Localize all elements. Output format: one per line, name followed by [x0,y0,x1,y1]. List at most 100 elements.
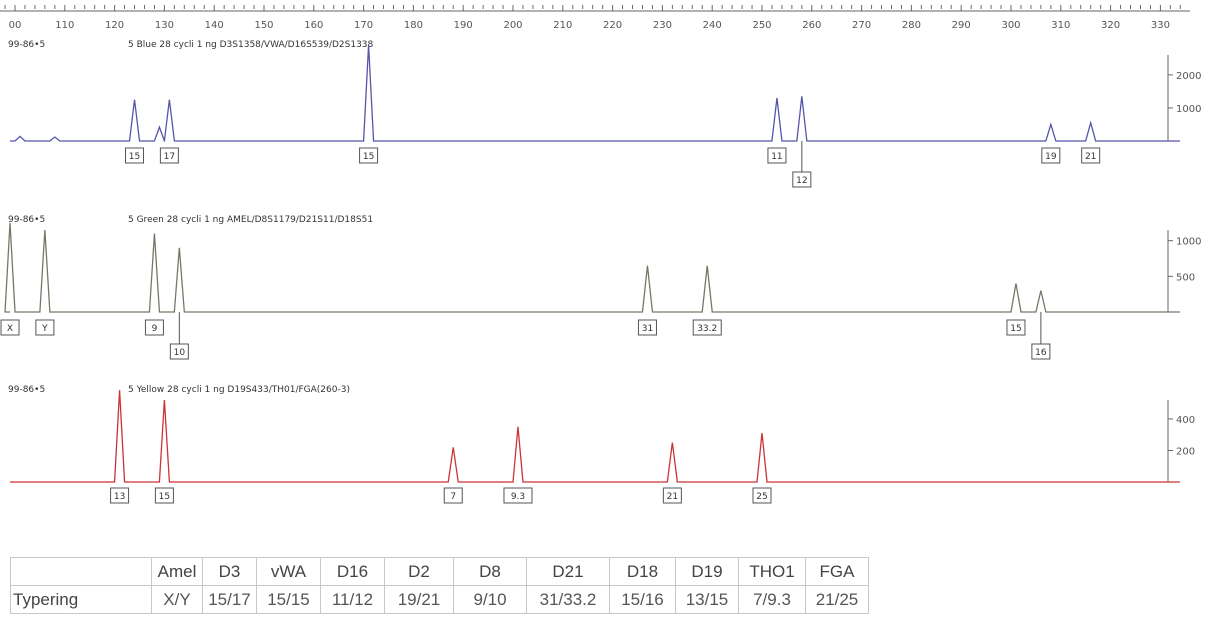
x-tick-label: 240 [703,20,722,31]
table-header-d2: D2 [384,557,454,586]
allele-label: 15 [129,152,140,162]
allele-label: 21 [1085,152,1096,162]
x-tick-label: 140 [205,20,224,31]
cell-fga: 21/25 [805,585,869,614]
allele-box [662,487,682,504]
table-header-vwa: vWA [256,557,321,586]
x-tick-label: 110 [55,20,74,31]
y-tick-label: 500 [1176,272,1195,283]
table-header-blank [10,557,152,586]
x-tick-label: 290 [952,20,971,31]
x-tick-label: 310 [1051,20,1070,31]
x-tick-label: 210 [553,20,572,31]
x-tick-label: 250 [752,20,771,31]
row-label: Typering [10,585,152,614]
allele-label: 10 [174,348,186,358]
panel-title: 5 Yellow 28 cycli 1 ng D19S433/TH01/FGA(… [128,385,350,395]
allele-box [1041,147,1061,164]
panel-sample: 99-86•5 [8,385,45,395]
allele-box [359,147,379,164]
table-header-d21: D21 [526,557,610,586]
y-tick-label: 2000 [1176,71,1201,82]
table-header-d8: D8 [453,557,527,586]
x-tick-label: 00 [9,20,22,31]
y-tick-label: 200 [1176,446,1195,457]
cell-d2: 19/21 [384,585,454,614]
allele-label: 9 [152,324,158,334]
cell-d16: 11/12 [320,585,385,614]
x-tick-label: 120 [105,20,124,31]
allele-box [125,147,145,164]
table-header-d18: D18 [609,557,676,586]
allele-box [159,147,179,164]
panel-title: 5 Blue 28 cycli 1 ng D3S1358/VWA/D16S539… [128,40,374,50]
allele-label: 15 [363,152,374,162]
x-tick-label: 270 [852,20,871,31]
allele-box [1006,319,1026,336]
table-header-tho1: THO1 [738,557,806,586]
x-tick-label: 130 [155,20,174,31]
table-header-row: Amel D3 vWA D16 D2 D8 D21 D18 D19 THO1 F… [10,557,869,586]
allele-label: 25 [756,492,767,502]
cell-vwa: 15/15 [256,585,321,614]
y-tick-label: 1000 [1176,104,1201,115]
allele-label: 9.3 [511,492,525,502]
allele-label: 13 [114,492,125,502]
allele-box [792,171,812,188]
table-header-amel: Amel [151,557,203,586]
cell-tho1: 7/9.3 [738,585,806,614]
cell-d19: 13/15 [675,585,739,614]
x-tick-label: 280 [902,20,921,31]
table-header-d16: D16 [320,557,385,586]
x-tick-label: 320 [1101,20,1120,31]
allele-label: 31 [642,324,653,334]
panel-sample: 99-86•5 [8,215,45,225]
allele-box [443,487,463,504]
allele-box [637,319,657,336]
x-tick-label: 230 [653,20,672,31]
allele-box [144,319,164,336]
table-header-d19: D19 [675,557,739,586]
allele-box [752,487,772,504]
allele-label: 19 [1045,152,1057,162]
electropherogram: 00 110 120 130 140 150 160 170 180 190 200 210 220 23… [0,5,1201,504]
allele-box [767,147,787,164]
trace-line [4,222,1180,313]
x-tick-label: 300 [1001,20,1020,31]
y-tick-label: 400 [1176,415,1195,426]
allele-box [154,487,174,504]
cell-d3: 15/17 [202,585,257,614]
allele-label: 11 [771,152,782,162]
allele-box [1081,147,1101,164]
cell-d8: 9/10 [453,585,527,614]
allele-box [35,319,55,336]
allele-label: 21 [667,492,678,502]
table-row: Typering X/Y 15/17 15/15 11/12 19/21 9/1… [10,585,869,614]
panel-1: 99-86•5 5 Blue 28 cycli 1 ng D3S1358/VWA/… [8,40,1201,188]
allele-label: 7 [450,492,456,502]
allele-label: X [7,324,13,334]
allele-label: 33.2 [697,324,717,334]
panels: 99-86•5 5 Blue 28 cycli 1 ng D3S1358/VWA/… [0,40,1201,504]
allele-box [110,487,130,504]
table-header-d3: D3 [202,557,257,586]
x-tick-label: 170 [354,20,373,31]
x-tick-label: 220 [603,20,622,31]
x-tick-label: 180 [404,20,423,31]
allele-label: 16 [1035,348,1047,358]
allele-box [503,487,533,504]
allele-label: 15 [1010,324,1021,334]
allele-box [0,319,20,336]
trace-line [10,45,1180,142]
panel-sample: 99-86•5 [8,40,45,50]
cell-d18: 15/16 [609,585,676,614]
panel-title: 5 Green 28 cycli 1 ng AMEL/D8S1179/D21S1… [128,215,373,225]
allele-box [169,343,189,360]
x-tick-label: 330 [1151,20,1170,31]
x-tick-label: 150 [254,20,273,31]
cell-amel: X/Y [151,585,203,614]
allele-label: 12 [796,176,807,186]
x-tick-label: 200 [503,20,522,31]
allele-label: 15 [159,492,170,502]
allele-box [692,319,722,336]
